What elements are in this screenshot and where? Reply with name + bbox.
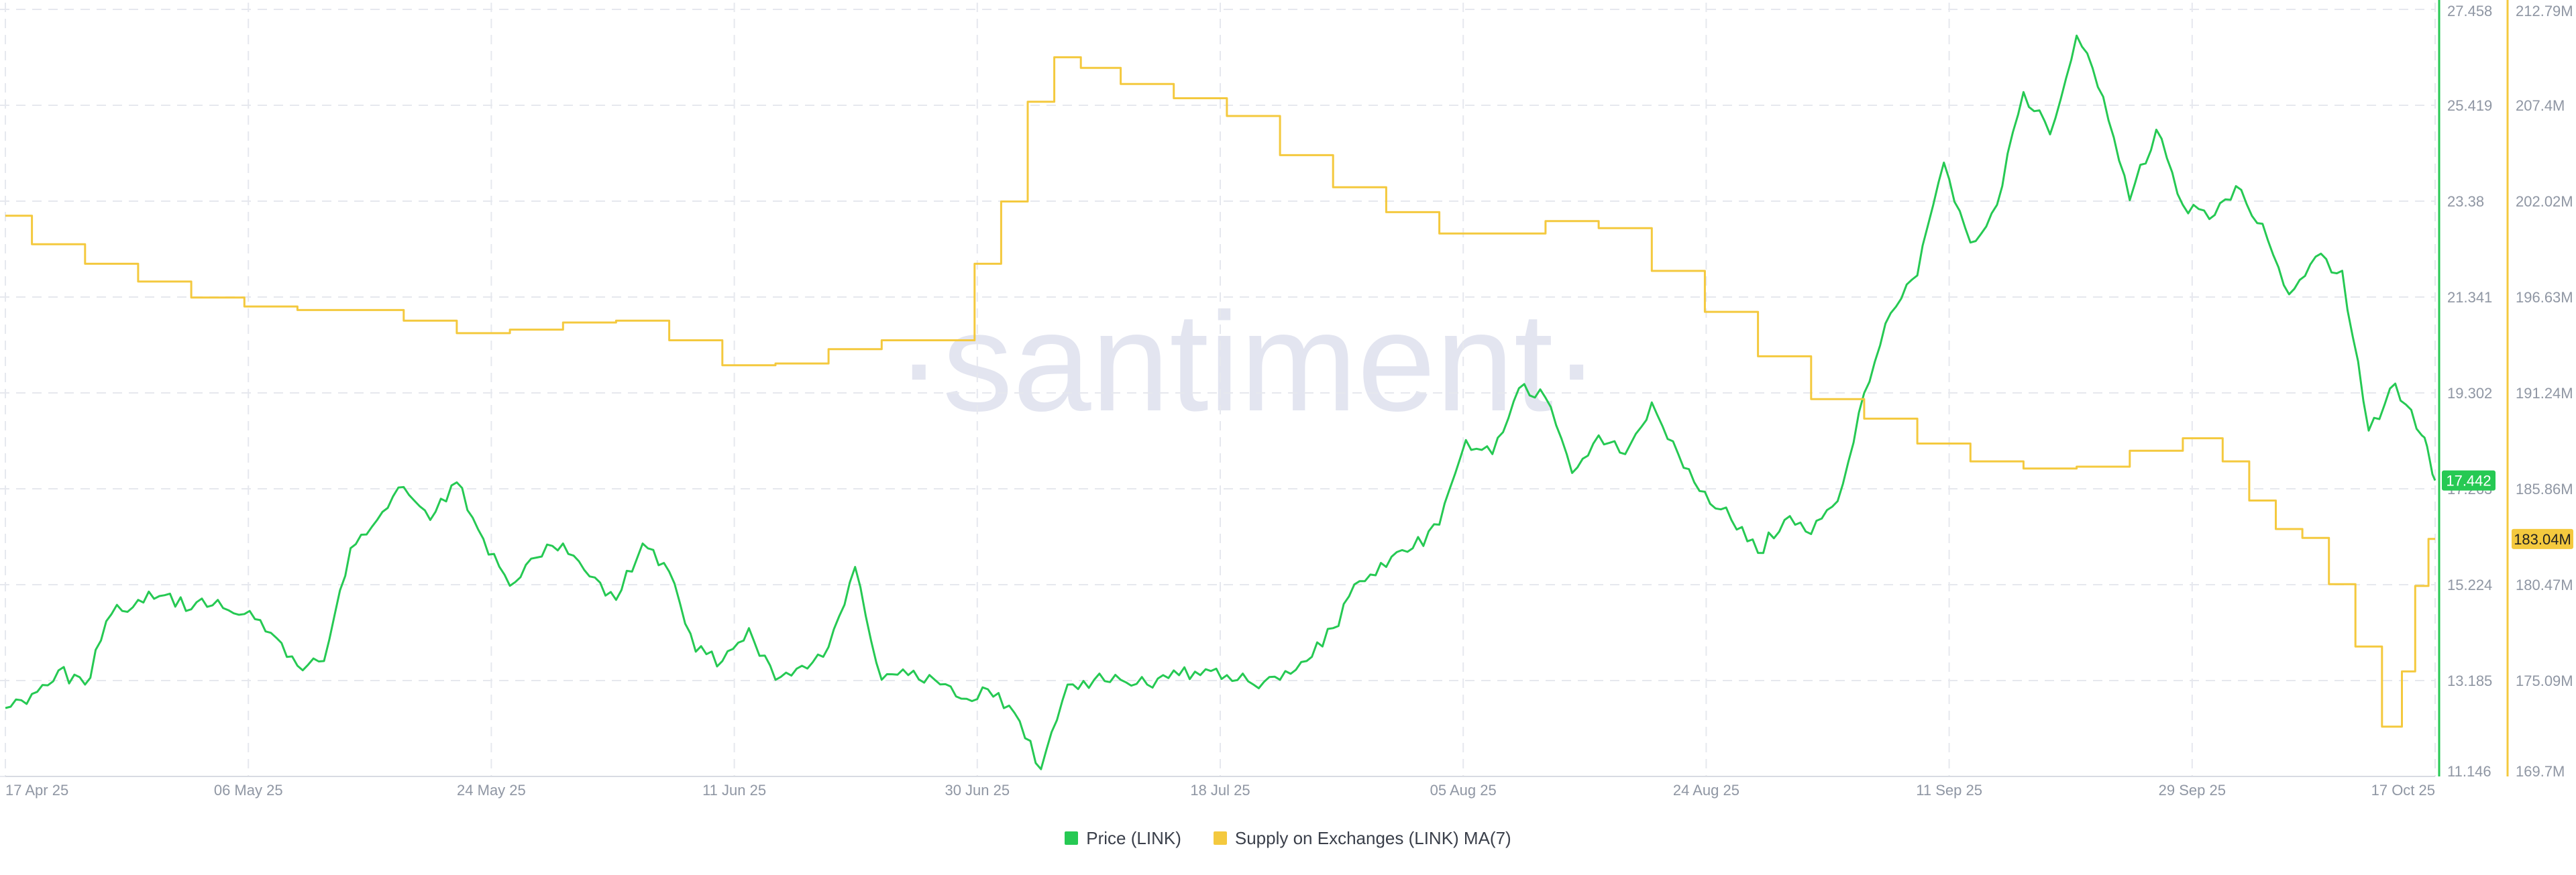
y-left-tick-label: 23.38 — [2447, 193, 2484, 210]
series-lines — [5, 34, 2436, 770]
x-tick-label: 24 Aug 25 — [1673, 782, 1739, 799]
y-right-tick-label: 185.86M — [2516, 481, 2573, 498]
x-tick-label: 05 Aug 25 — [1430, 782, 1497, 799]
x-tick-label: 17 Oct 25 — [2371, 782, 2435, 799]
supply-swatch — [1213, 831, 1227, 845]
x-tick-label: 18 Jul 25 — [1190, 782, 1250, 799]
price-line — [5, 34, 2436, 770]
legend-label-supply: Supply on Exchanges (LINK) MA(7) — [1234, 827, 1511, 848]
axes: 27.458 212.79M 25.419 207.4M 23.38 202.02M 21.… — [5, 0, 2573, 799]
y-right-tick-label: 212.79M — [2516, 3, 2573, 19]
y-left-tick-label: 11.146 — [2447, 763, 2491, 780]
y-left-tick-label: 15.224 — [2447, 577, 2492, 593]
price-swatch — [1065, 831, 1079, 845]
x-tick-label: 30 Jun 25 — [945, 782, 1010, 799]
supply-last-value-label: 183.04M — [2514, 531, 2571, 548]
y-right-tick-label: 180.47M — [2516, 577, 2573, 593]
y-right-tick-label: 175.09M — [2516, 673, 2573, 689]
y-left-tick-label: 19.302 — [2447, 385, 2492, 402]
supply-line — [5, 56, 2435, 728]
x-tick-label: 06 May 25 — [214, 782, 283, 799]
y-right-tick-label: 191.24M — [2516, 385, 2573, 402]
legend-label-price: Price (LINK) — [1086, 827, 1181, 848]
santiment-watermark: ·santiment· — [896, 283, 1600, 441]
price-last-value-badge — [2442, 470, 2496, 491]
y-left-tick-label: 25.419 — [2447, 97, 2492, 114]
y-right-tick-label: 207.4M — [2516, 97, 2565, 114]
x-tick-label: 24 May 25 — [457, 782, 526, 799]
legend-item-price[interactable]: Price (LINK) — [1065, 828, 1181, 849]
value-labels: 17.442 183.04M — [2442, 470, 2573, 549]
y-right-tick-label: 169.7M — [2516, 763, 2565, 780]
legend-item-supply[interactable]: Supply on Exchanges (LINK) MA(7) — [1213, 827, 1511, 849]
x-tick-label: 17 Apr 25 — [5, 782, 68, 799]
y-left-tick-label: 27.458 — [2447, 3, 2492, 19]
y-left-tick-label: 13.185 — [2447, 673, 2492, 689]
chart-legend: Price (LINK) Supply on Exchanges (LINK) … — [0, 823, 2576, 853]
y-left-tick-label: 21.341 — [2447, 289, 2492, 306]
supply-last-value-badge — [2512, 528, 2573, 549]
x-tick-label: 11 Jun 25 — [702, 782, 766, 799]
y-right-tick-label: 202.02M — [2516, 193, 2573, 210]
price-last-value-label: 17.442 — [2446, 473, 2491, 489]
y-right-tick-label: 196.63M — [2516, 289, 2573, 306]
x-tick-label: 29 Sep 25 — [2159, 782, 2226, 799]
x-tick-label: 11 Sep 25 — [1916, 782, 1982, 799]
